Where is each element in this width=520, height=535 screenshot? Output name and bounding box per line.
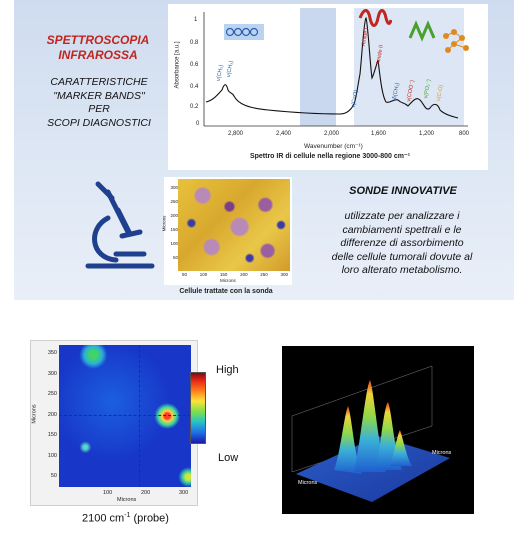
spectrum-caption: Spettro IR di cellule nella regione 3000…	[249, 153, 411, 160]
y-tick-label: 150	[47, 432, 57, 438]
y-tick-label: 1	[194, 17, 198, 23]
ir-spectrum-figure: 1 0.8 0.6 0.4 0.2 0 Absorbance [a.u.] 2,…	[168, 4, 488, 170]
sonde-text-line: loro alterato metabolismo.	[341, 264, 463, 276]
micro-y-ticks: 300 250 200 150 100 50	[166, 181, 178, 265]
x-tick-label: 150	[219, 272, 228, 277]
heatmap-caption: 2100 cm-1 (probe)	[82, 512, 169, 525]
x-tick-label: 50	[182, 272, 188, 277]
y-tick-label: 200	[170, 213, 178, 218]
subtitle-line-2: "MARKER BANDS"	[53, 89, 145, 102]
x-tick-label: 100	[103, 490, 113, 496]
y-tick-label: 0.2	[190, 104, 199, 110]
sonde-text: utilizzate per analizzare i cambiamenti …	[304, 210, 500, 278]
surface-peak	[334, 406, 362, 474]
title-line-1: SPETTROSCOPIA	[46, 33, 150, 47]
subtitle-line-4: SCOPI DIAGNOSTICI	[47, 116, 151, 129]
microscopy-image	[178, 179, 290, 271]
spectrum-line	[205, 16, 459, 119]
y-tick-label: 250	[47, 391, 57, 397]
caption-main: 2100 cm	[82, 512, 125, 525]
heatmap-y-label: Microns	[31, 404, 38, 424]
x-tick-label: 300	[179, 490, 189, 496]
y-tick-label: 50	[172, 255, 178, 260]
slide-title: SPETTROSCOPIA INFRAROSSA	[38, 33, 158, 63]
title-line-2: INFRAROSSA	[58, 48, 138, 62]
x-tick-label: 300	[280, 272, 288, 277]
heatmap-image	[59, 345, 191, 487]
y-tick-label: 200	[47, 411, 57, 418]
surface-axis-label-right: Microns	[432, 450, 452, 456]
y-tick-label: 0	[196, 121, 200, 127]
y-tick-label: 350	[47, 350, 57, 356]
micro-x-label: Microns	[220, 278, 236, 283]
highlight-region-2	[354, 8, 464, 126]
sonde-text-line: delle cellule tumorali dovute al	[331, 250, 473, 263]
ir-spectrum-chart	[203, 8, 468, 127]
x-tick-label: 200	[141, 490, 151, 496]
y-tick-label: 50	[50, 473, 57, 479]
y-tick-label: 150	[170, 227, 178, 232]
y-tick-label: 100	[47, 452, 57, 459]
surface-peak	[354, 380, 386, 472]
highlight-region-1	[300, 8, 336, 126]
x-tick-label: 1,200	[419, 131, 435, 137]
heatmap-y-ticks: 350 300 250 200 150 100 50	[43, 343, 57, 487]
caption-tail: (probe)	[130, 512, 169, 525]
nucleic-acid-icon	[408, 20, 436, 42]
y-tick-label: 0.6	[190, 62, 199, 68]
microscopy-figure: 300 250 200 150 100 50 Microns 50 100 15…	[161, 177, 292, 285]
x-tick-label: 2,800	[228, 131, 244, 137]
micro-y-label: Microns	[161, 215, 167, 232]
sonde-text-line: cambiamenti spettrali e le	[342, 223, 462, 236]
surface-3d-plot	[291, 365, 450, 502]
surface-3d-figure: Microns Microns	[282, 346, 474, 514]
microscopy-caption: Cellule trattate con la sonda	[179, 288, 273, 295]
micro-x-ticks: 50 100 150 200 250 300	[182, 272, 288, 277]
microscope-icon	[85, 181, 155, 269]
y-tick-label: 250	[170, 199, 178, 204]
color-scale-bar	[190, 372, 206, 444]
subtitle-line-1: CARATTERISTICHE	[50, 76, 148, 88]
surface-axis-label-left: Microns	[298, 480, 318, 486]
subtitle-line-3: PER	[88, 103, 110, 115]
sugar-molecule-icon	[443, 29, 469, 53]
x-tick-label: 250	[260, 272, 268, 277]
x-tick-label: 2,400	[276, 131, 292, 137]
x-tick-label: 200	[240, 272, 248, 277]
caption-superscript: -1	[124, 512, 131, 519]
lipid-chain-icon	[224, 24, 264, 40]
sonde-text-line: differenze di assorbimento	[340, 237, 464, 249]
scale-low-label: Low	[218, 452, 239, 464]
heatmap-x-label: Microns	[117, 497, 137, 503]
scale-high-label: High	[216, 364, 239, 376]
y-tick-label: 300	[170, 185, 178, 190]
protein-helix-icon	[358, 9, 392, 27]
y-axis-label: Absorbance [a.u.]	[174, 41, 181, 89]
slide-subtitle: CARATTERISTICHE "MARKER BANDS" PER SCOPI…	[34, 76, 164, 130]
y-tick-label: 0.4	[190, 84, 199, 90]
sonde-title: SONDE INNOVATIVE	[349, 185, 457, 197]
x-tick-label: 800	[459, 131, 470, 137]
y-tick-label: 0.8	[190, 40, 199, 46]
y-tick-label: 100	[170, 241, 178, 246]
sonde-text-line: utilizzate per analizzare i	[344, 210, 460, 222]
x-axis-label: Wavenumber (cm⁻¹)	[304, 143, 363, 150]
heatmap-figure: 350 300 250 200 150 100 50 Microns 100 2…	[30, 340, 198, 506]
x-tick-label: 100	[199, 272, 208, 277]
y-tick-label: 300	[47, 370, 57, 377]
x-tick-label: 2,000	[324, 131, 340, 137]
x-tick-label: 1,600	[371, 131, 387, 137]
surface-peak	[390, 430, 412, 466]
crosshair-vertical	[139, 345, 140, 487]
crosshair-horizontal	[59, 415, 191, 416]
